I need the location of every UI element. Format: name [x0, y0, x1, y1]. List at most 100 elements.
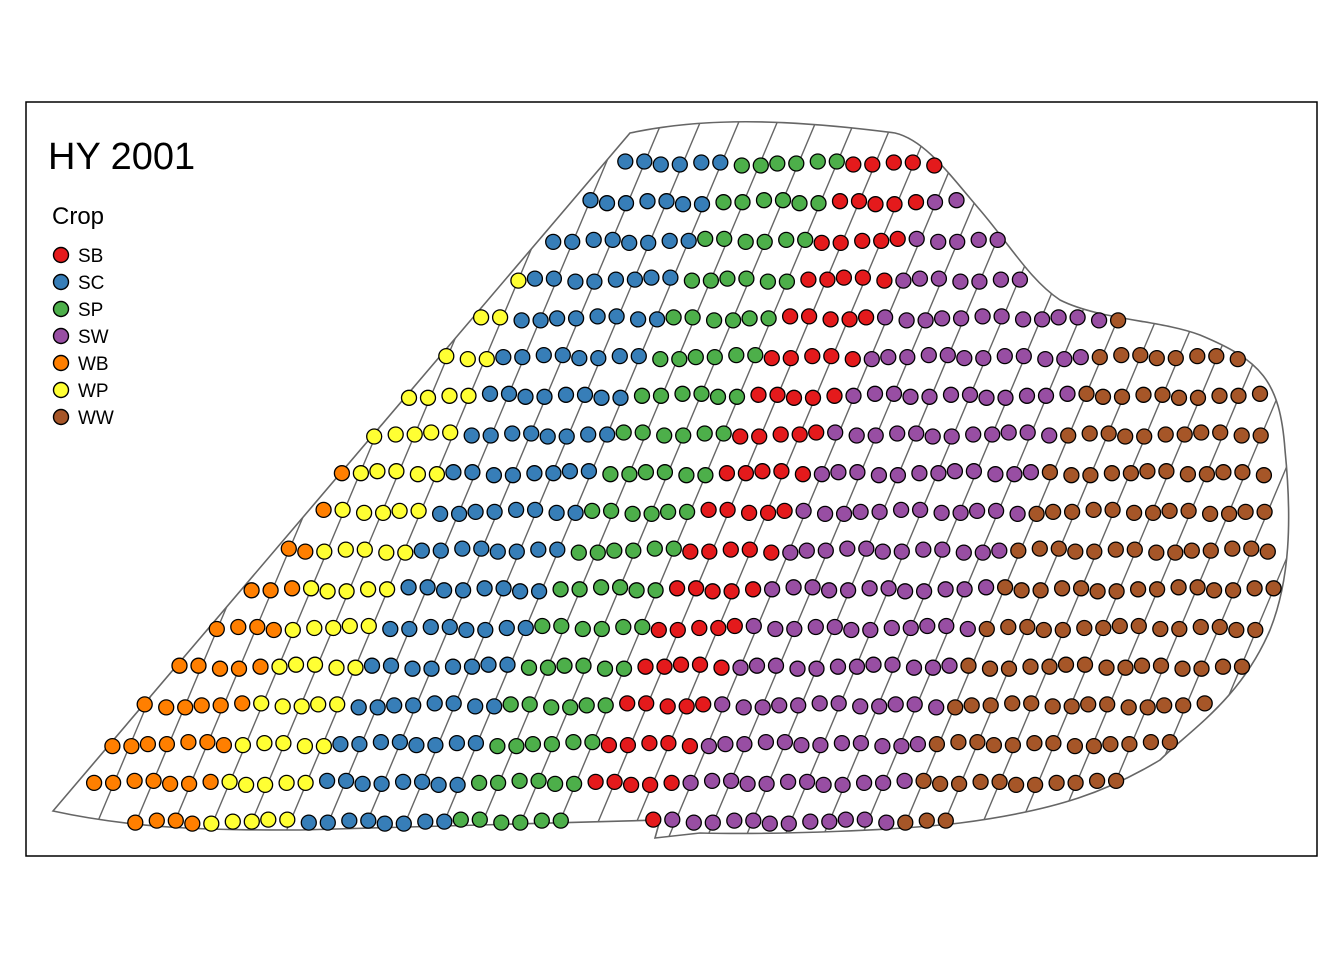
point-sw [871, 698, 888, 715]
point-sc [499, 656, 516, 673]
point-ww [1256, 503, 1273, 521]
point-sp [674, 385, 691, 402]
point-sb [772, 426, 789, 443]
point-sc [463, 658, 481, 675]
point-sb [600, 736, 618, 754]
point-sw [849, 464, 866, 481]
point-sb [587, 773, 604, 791]
point-ww [937, 812, 954, 829]
point-ww [950, 733, 967, 751]
point-sb [845, 156, 862, 173]
point-ww [1035, 621, 1052, 639]
point-sp [489, 737, 506, 755]
point-ww [1175, 697, 1192, 714]
point-sw [865, 656, 882, 673]
point-ww [1243, 540, 1260, 557]
point-sw [664, 811, 681, 828]
legend-swatch-wb [52, 354, 70, 372]
point-sw [866, 385, 884, 402]
point-ww [1048, 774, 1065, 792]
point-sp [797, 231, 814, 249]
point-sp [452, 811, 469, 828]
point-sw [1037, 350, 1054, 368]
point-sp [760, 310, 777, 327]
point-sb [668, 580, 686, 597]
point-wp [334, 501, 351, 519]
point-sc [511, 583, 529, 600]
point-sc [500, 385, 518, 402]
point-ww [1214, 658, 1232, 675]
point-sw [920, 346, 937, 364]
point-sb [656, 658, 673, 675]
point-sw [876, 309, 894, 326]
point-sb [850, 193, 868, 210]
point-sc [395, 815, 412, 832]
point-sb [873, 232, 890, 250]
point-sp [678, 467, 695, 484]
point-sw [745, 812, 762, 829]
point-wp [260, 811, 277, 828]
point-sw [815, 776, 832, 794]
legend-label-wb: WB [78, 354, 109, 375]
point-sw [845, 387, 862, 404]
point-sw [735, 699, 752, 716]
point-ww [1067, 543, 1084, 560]
point-sw [703, 772, 721, 790]
point-sc [626, 271, 644, 288]
point-wp [374, 504, 392, 522]
point-sc [360, 812, 377, 829]
point-sp [719, 270, 736, 287]
point-ww [1104, 501, 1121, 519]
point-sp [665, 309, 682, 326]
point-ww [1063, 467, 1080, 484]
point-sb [650, 621, 667, 639]
point-sw [722, 772, 740, 790]
point-wp [387, 426, 404, 443]
point-ww [1196, 695, 1213, 712]
point-wp [221, 773, 238, 791]
point-ww [1161, 502, 1178, 520]
point-sc [427, 736, 444, 754]
point-ww [1158, 463, 1175, 480]
point-wp [243, 813, 260, 830]
point-ww [1089, 583, 1106, 600]
point-sw [863, 350, 880, 368]
point-sp [716, 230, 733, 248]
point-wp [352, 465, 370, 482]
point-sc [526, 465, 543, 482]
point-sb [691, 619, 708, 637]
point-sw [949, 233, 966, 251]
point-sb [844, 350, 861, 368]
point-sc [629, 311, 647, 328]
point-sw [909, 735, 927, 753]
point-ww [1148, 581, 1166, 598]
point-sc [422, 618, 439, 636]
point-sw [933, 504, 950, 522]
point-sb [751, 428, 768, 445]
point-sw [915, 541, 932, 558]
point-wp [378, 544, 395, 561]
point-sp [788, 155, 805, 172]
point-sb [723, 583, 740, 600]
point-ww [972, 773, 989, 791]
point-sc [332, 735, 349, 753]
point-sw [732, 659, 749, 676]
point-wb [127, 814, 144, 831]
point-sp [774, 192, 792, 209]
point-sw [955, 544, 972, 561]
point-sc [372, 733, 390, 751]
point-sw [871, 503, 888, 521]
point-sw [830, 464, 847, 481]
point-sw [993, 308, 1010, 325]
point-ww [1171, 620, 1188, 638]
point-sw [921, 388, 938, 405]
point-ww [1041, 658, 1058, 675]
point-sb [835, 269, 853, 286]
point-sp [470, 774, 488, 792]
point-wb [280, 540, 297, 557]
point-sw [934, 541, 951, 558]
point-sb [682, 543, 699, 560]
point-sp [543, 699, 560, 716]
point-wp [410, 502, 427, 520]
